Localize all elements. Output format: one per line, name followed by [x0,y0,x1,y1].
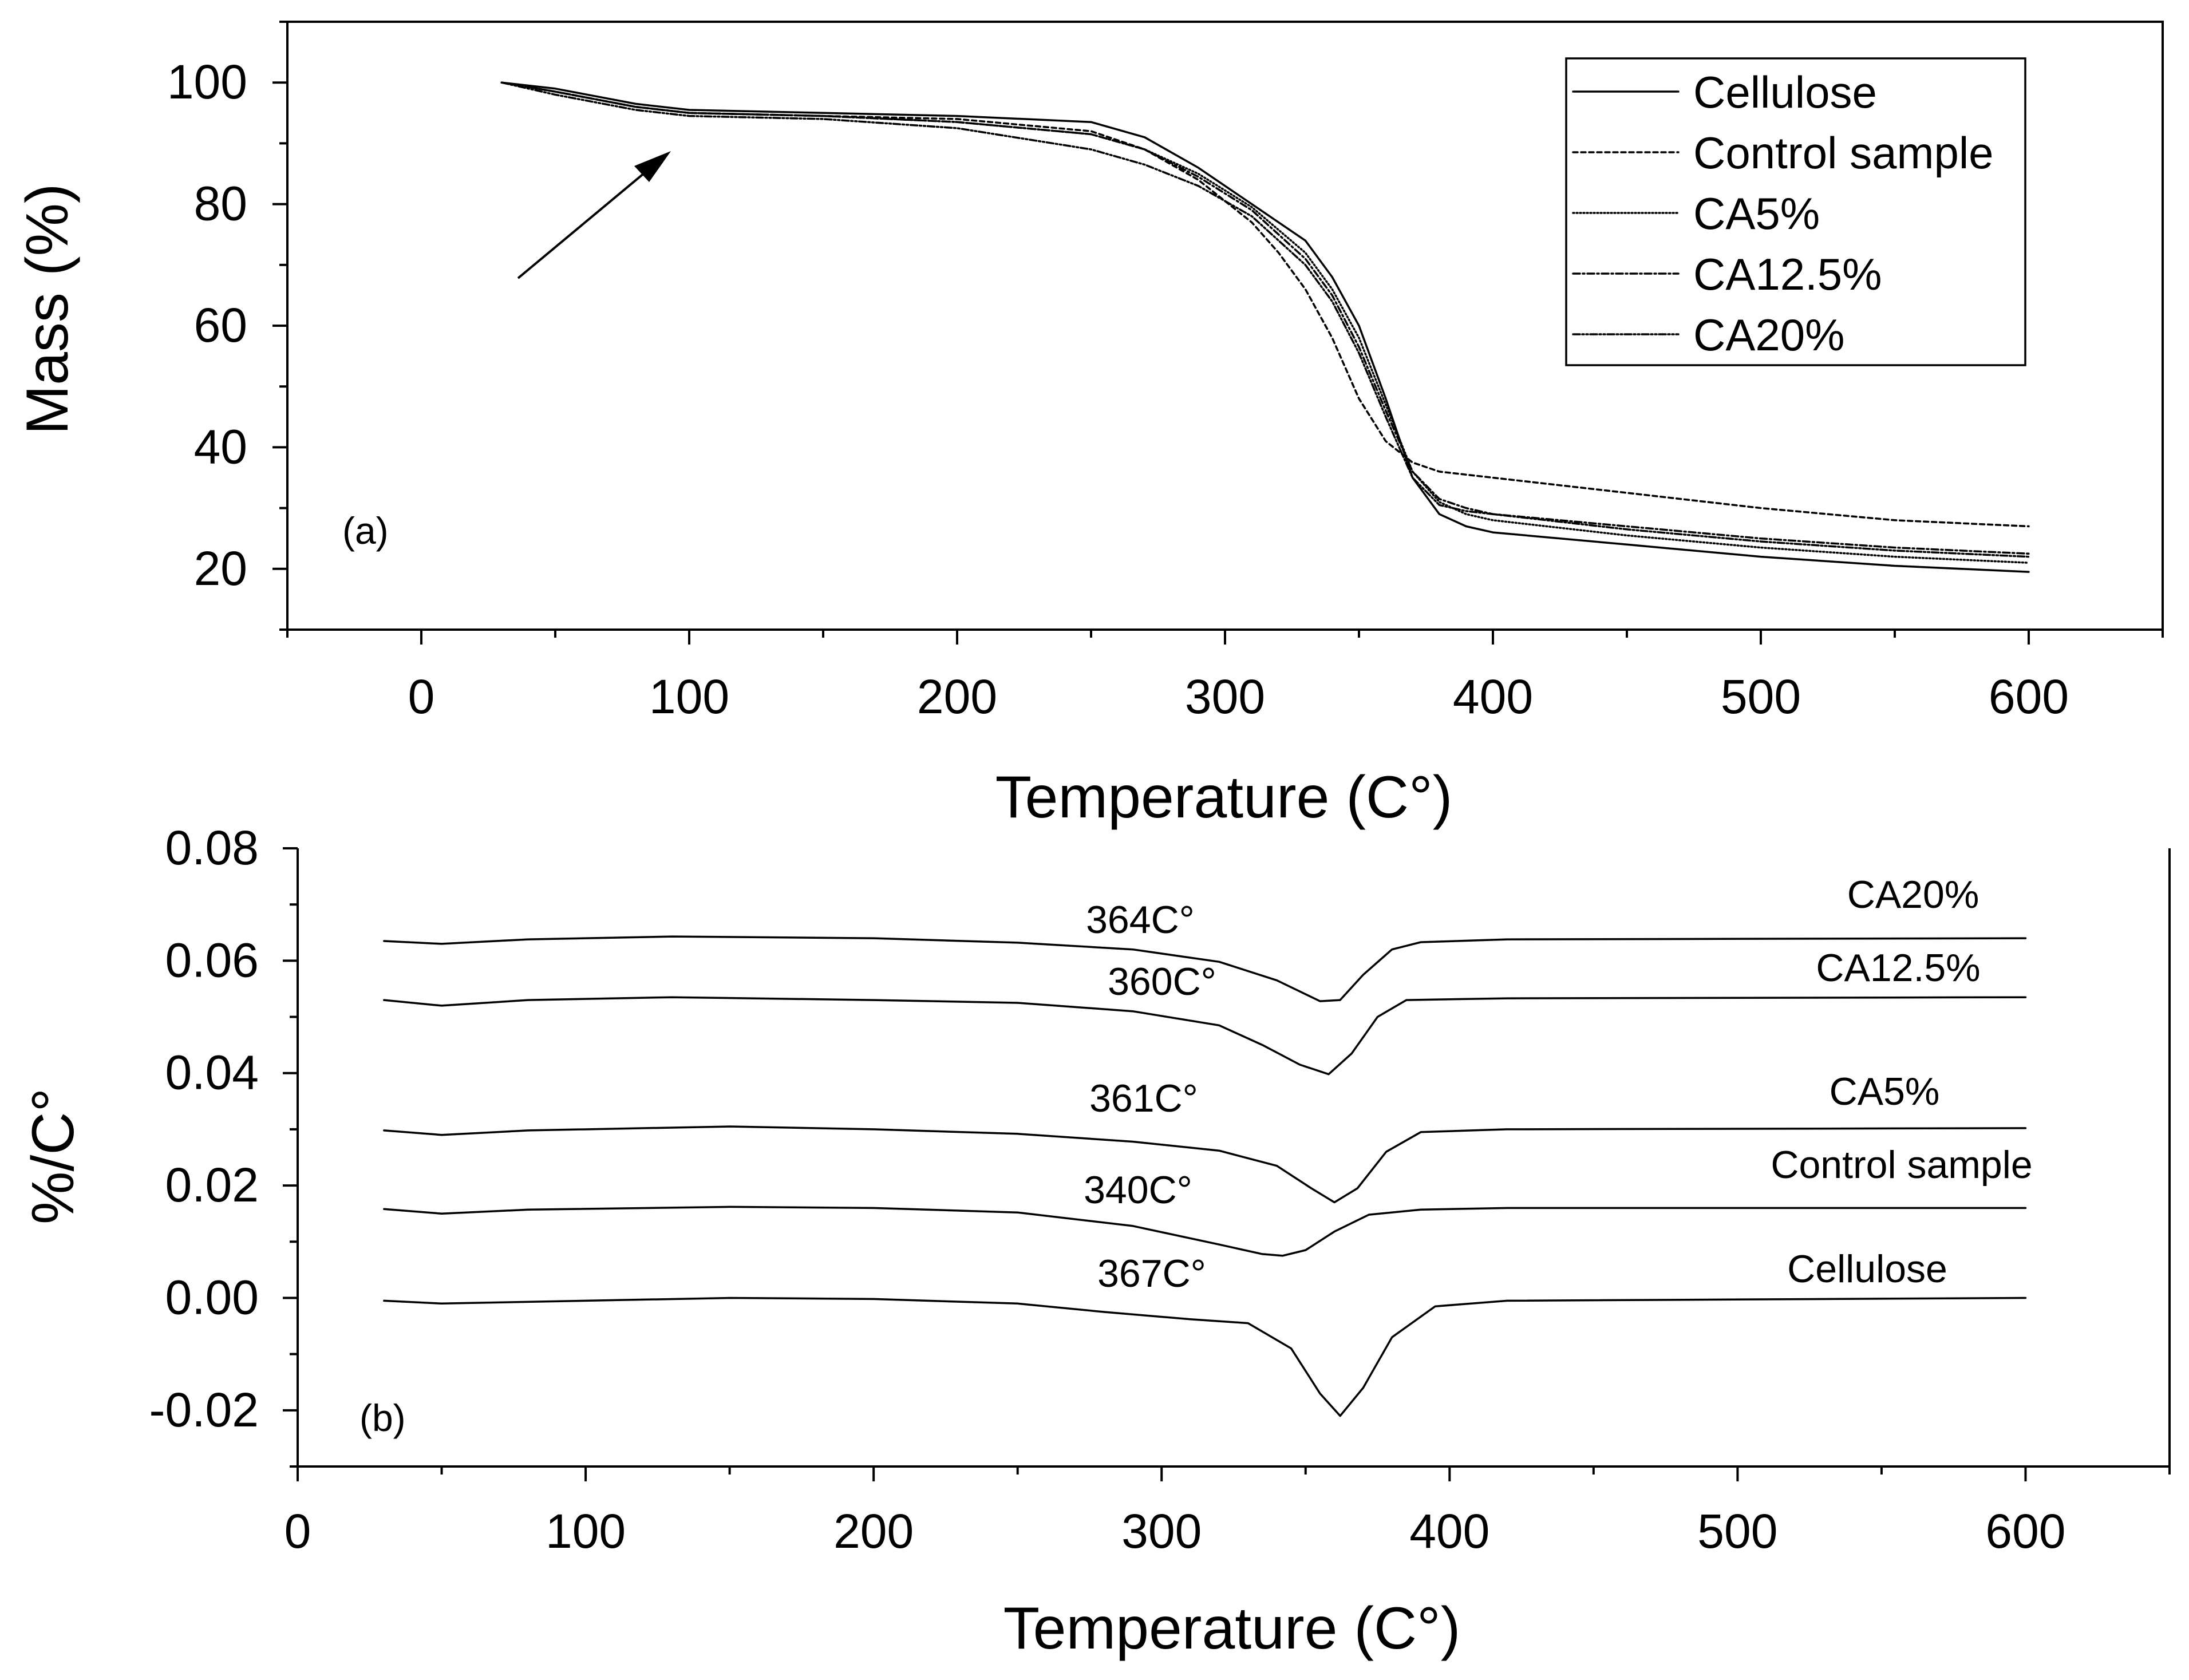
dtg-curve-ca12-5 [383,996,2027,1076]
panel-b-y-tick-label: 0.00 [165,1270,259,1324]
legend-label-cellulose: Cellulose [1693,67,1877,117]
panel-b-x-tick-label: 400 [1409,1504,1489,1558]
panel-a-tag: (a) [342,509,389,552]
tga-curve-cellulose [500,81,2030,573]
panel-a-x-tick-label: 400 [1453,670,1533,724]
panel-a-y-tick-label: 80 [194,177,247,231]
curve-label-ca20: CA20% [1847,873,1979,916]
panel-a-x-tick-label: 200 [917,670,997,724]
legend-label-control-sample: Control sample [1693,128,1994,178]
panel-b-x-axis-title: Temperature (C°) [1003,1595,1461,1662]
panel-a-curves [500,81,2030,573]
panel-a-y-axis-title: Mass (%) [14,183,81,434]
panel-a-x-tick-label: 500 [1721,670,1801,724]
panel-b-curves [383,935,2027,1417]
panel-a-tga-chart: 0 100 200 300 400 500 600 20 40 60 80 100 Temperat… [14,21,2164,831]
legend-label-ca20: CA20% [1693,310,1844,360]
panel-a-x-tick-label: 300 [1185,670,1265,724]
panel-a-y-tick-label: 60 [194,298,247,352]
peak-label-ca5: 361C° [1089,1077,1198,1120]
panel-a-x-axis: 0 100 200 300 400 500 600 [286,630,2164,724]
peak-label-cellulose: 367C° [1097,1252,1206,1295]
panel-b-y-tick-label: 0.04 [165,1046,259,1100]
arrow-annotation [517,151,671,279]
curve-label-cellulose: Cellulose [1787,1247,1947,1291]
panel-b-y-axis: 0.08 0.06 0.04 0.02 0.00 -0.02 [149,821,298,1468]
panel-b-x-tick-label: 600 [1985,1504,2065,1558]
panel-b-x-tick-label: 100 [546,1504,626,1558]
arrow-head [634,151,671,182]
panel-b-x-tick-label: 500 [1697,1504,1777,1558]
panel-b-x-axis: 0 100 200 300 400 500 600 [285,1466,2171,1558]
panel-b-y-tick-label: 0.02 [165,1158,259,1212]
arrow-shaft [517,160,659,279]
legend-label-ca12-5: CA12.5% [1693,249,1882,299]
panel-b-y-axis-title: %/C° [20,1088,86,1224]
tga-curve-ca20 [500,81,2030,558]
curve-label-ca12-5: CA12.5% [1816,946,1980,990]
peak-label-control: 340C° [1084,1168,1192,1212]
dtg-curve-ca20 [383,935,2027,1002]
legend: Cellulose Control sample CA5% CA12.5% CA20% [1565,57,2026,366]
panel-a-y-tick-label: 20 [194,541,247,595]
panel-a-x-tick-label: 0 [408,670,435,724]
curve-label-ca5: CA5% [1830,1070,1940,1113]
panel-b-dtg-chart: 0 100 200 300 400 500 600 0.08 0.06 0.04 0.02 0.00… [20,821,2171,1662]
panel-b-y-tick-label: 0.06 [165,933,259,987]
tga-curve-ca12-5 [500,81,2030,555]
panel-a-x-tick-label: 600 [1989,670,2069,724]
panel-a-y-axis: 20 40 60 80 100 [167,21,287,631]
peak-label-ca12-5: 360C° [1108,960,1216,1003]
legend-label-ca5: CA5% [1693,188,1820,239]
panel-b-x-tick-label: 0 [285,1504,311,1558]
panel-a-x-tick-label: 100 [649,670,729,724]
panel-a-x-axis-title: Temperature (C°) [995,764,1453,831]
panel-b-y-tick-label: -0.02 [149,1383,259,1437]
curve-label-control: Control sample [1771,1143,2032,1187]
legend-box [1565,57,2026,366]
panel-b-x-tick-label: 200 [833,1504,914,1558]
panel-b-y-tick-label: 0.08 [165,821,259,875]
panel-b-x-tick-label: 300 [1121,1504,1202,1558]
panel-a-y-tick-label: 40 [194,420,247,473]
dtg-curve-ca5 [383,1125,2027,1204]
panel-b-tag: (b) [359,1397,406,1439]
dtg-curve-control-sample [383,1205,2027,1257]
panel-a-y-tick-label: 100 [167,55,247,109]
peak-label-ca20: 364C° [1086,898,1195,942]
dtg-curve-cellulose [383,1296,2027,1417]
